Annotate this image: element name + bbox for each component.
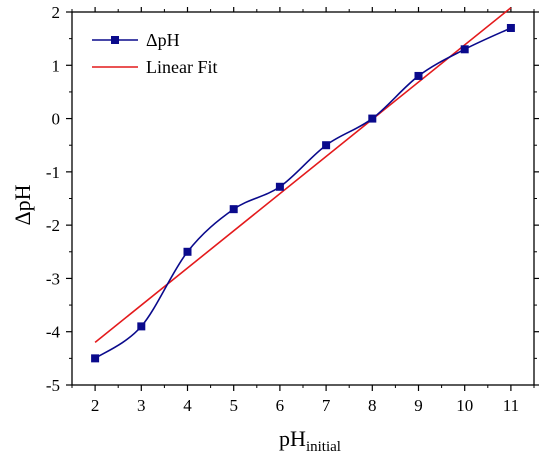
dph-point xyxy=(460,45,469,54)
series-layer xyxy=(91,7,515,363)
x-tick-label: 8 xyxy=(368,396,377,415)
y-tick-label: -1 xyxy=(46,163,60,182)
x-tick-label: 3 xyxy=(137,396,146,415)
linear-fit-line xyxy=(94,7,512,343)
y-tick-label: 1 xyxy=(52,56,61,75)
dph-point xyxy=(506,23,515,32)
dph-point xyxy=(275,182,284,191)
x-tick-label: 7 xyxy=(322,396,331,415)
legend-fit-label: Linear Fit xyxy=(146,57,217,77)
y-axis-label: ΔpH xyxy=(10,184,35,225)
x-tick-label: 4 xyxy=(183,396,192,415)
x-tick-label: 5 xyxy=(229,396,238,415)
legend-dph-label: ΔpH xyxy=(146,30,180,50)
x-axis-label: pHinitial xyxy=(279,426,341,455)
dph-point xyxy=(183,247,192,256)
dph-series-line xyxy=(94,27,512,360)
dph-point xyxy=(137,322,146,331)
y-tick-label: 2 xyxy=(52,3,61,22)
y-tick-label: -5 xyxy=(46,376,60,395)
dph-point xyxy=(322,141,331,150)
axes: 2 3 4 5 6 7 8 9 10 11 -5 -4 -3 -2 -1 0 1 2 xyxy=(46,3,539,415)
y-tick-label: -4 xyxy=(46,323,61,342)
dph-point xyxy=(91,354,100,363)
x-tick-label: 10 xyxy=(456,396,473,415)
legend-dph-marker xyxy=(111,36,119,44)
x-tick-label: 2 xyxy=(91,396,100,415)
x-tick-label: 9 xyxy=(414,396,423,415)
x-tick-label: 6 xyxy=(276,396,285,415)
dph-point xyxy=(368,114,377,123)
legend: ΔpH Linear Fit xyxy=(92,30,217,77)
y-tick-label: -2 xyxy=(46,216,60,235)
dph-point xyxy=(229,205,238,214)
dph-point xyxy=(414,71,423,80)
x-axis-label-main: pH xyxy=(279,426,306,451)
y-tick-label: -3 xyxy=(46,269,60,288)
x-tick-label: 11 xyxy=(503,396,519,415)
x-axis-label-subscript: initial xyxy=(306,439,341,455)
y-tick-label: 0 xyxy=(52,110,61,129)
axis-labels: ΔpH pHinitial xyxy=(10,184,341,455)
